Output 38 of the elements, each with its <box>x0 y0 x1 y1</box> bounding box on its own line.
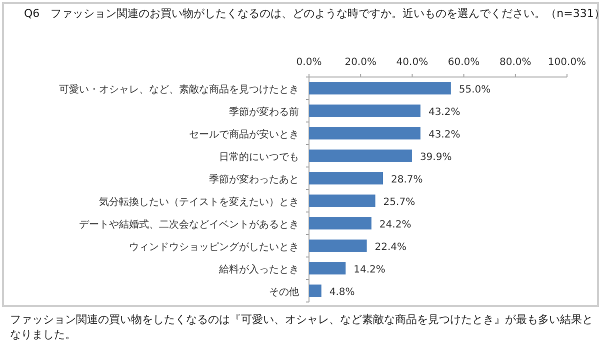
y-tick-label: 気分転換したい（テイストを変えたい）とき <box>99 196 299 208</box>
x-tick-label: 80.0% <box>500 57 532 68</box>
bar <box>309 240 367 252</box>
y-tick-label: 可愛い・オシャレ、など、素敵な商品を見つけたとき <box>59 83 299 96</box>
y-tick-label: 日常的にいつでも <box>219 150 299 163</box>
y-tick-label: 季節が変わる前 <box>229 106 299 118</box>
y-tick-label: セールで商品が安いとき <box>189 128 299 140</box>
bar <box>309 172 384 184</box>
x-tick-label: 40.0% <box>396 57 428 68</box>
y-tick-label: デートや結婚式、二次会などイベントがあるとき <box>79 218 299 230</box>
data-label: 4.8% <box>329 286 355 298</box>
y-tick-label: その他 <box>269 286 299 298</box>
x-tick-label: 60.0% <box>448 57 480 68</box>
data-label: 22.4% <box>374 242 407 253</box>
x-tick-label: 20.0% <box>344 57 376 68</box>
bar <box>309 194 376 207</box>
bar <box>309 127 420 140</box>
chart-title: Q6 ファッション関連のお買い物がしたくなるのは、どのような時ですか。近いものを選んでください。（n=331） <box>24 6 600 21</box>
data-label: 24.2% <box>379 219 412 230</box>
y-tick-label: 季節が変わったあと <box>209 173 299 186</box>
bar <box>309 150 412 162</box>
data-label: 14.2% <box>354 264 386 276</box>
data-label: 43.2% <box>428 106 460 118</box>
bar <box>309 104 420 117</box>
data-label: 28.7% <box>391 174 423 186</box>
data-label: 39.9% <box>420 152 452 163</box>
bar <box>309 82 451 94</box>
y-tick-label: 給料が入ったとき <box>218 263 299 276</box>
data-label: 55.0% <box>458 84 491 96</box>
bar <box>309 262 346 274</box>
bar <box>309 217 372 230</box>
text: ファッション関連の買い物をしたくなるのは『可愛い、オシャレ、など素敵な商品を見つけたとき』が最も多い結果となりました。 <box>10 312 594 342</box>
data-label: 43.2% <box>428 129 460 140</box>
bar <box>309 284 322 297</box>
data-label: 25.7% <box>383 196 416 208</box>
x-tick-label: 0.0% <box>296 57 322 68</box>
y-tick-label: ウィンドウショッピングがしたいとき <box>129 242 299 253</box>
x-tick-label: 100.0% <box>548 57 586 68</box>
